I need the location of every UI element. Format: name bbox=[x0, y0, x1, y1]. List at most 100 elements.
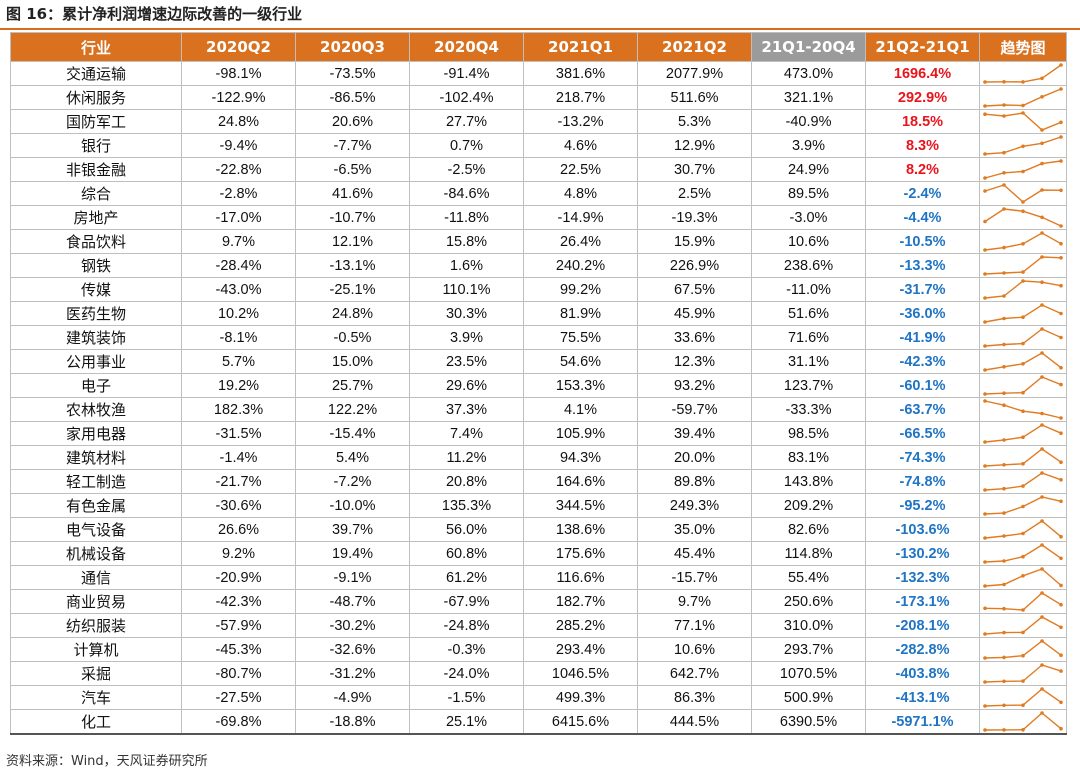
cell-2020q2: -2.8% bbox=[181, 181, 296, 206]
sparkline-point bbox=[1002, 103, 1006, 107]
table-row: 综合 -2.8% 41.6% -84.6% 4.8% 2.5% 89.5% -2.4% bbox=[10, 181, 1067, 206]
cell-21q1-20q4: 321.1% bbox=[751, 85, 866, 110]
cell-2020q3: -86.5% bbox=[295, 85, 410, 110]
cell-2020q2: -9.4% bbox=[181, 133, 296, 158]
cell-21q1-20q4: 293.7% bbox=[751, 637, 866, 662]
sparkline-point bbox=[983, 440, 987, 444]
industry-name: 轻工制造 bbox=[10, 469, 182, 494]
sparkline-point bbox=[1040, 567, 1044, 571]
sparkline-point bbox=[1021, 341, 1025, 346]
industry-name: 通信 bbox=[10, 565, 182, 590]
sparkline-point bbox=[1021, 608, 1025, 612]
cell-2021q1: 153.3% bbox=[523, 373, 638, 398]
cell-21q2-21q1: -74.3% bbox=[865, 445, 980, 470]
cell-21q2-21q1: -130.2% bbox=[865, 541, 980, 566]
cell-2021q2: 12.3% bbox=[637, 349, 752, 374]
cell-21q1-20q4: 24.9% bbox=[751, 157, 866, 182]
cell-21q1-20q4: 500.9% bbox=[751, 685, 866, 710]
cell-2021q2: 86.3% bbox=[637, 685, 752, 710]
sparkline-point bbox=[1040, 639, 1044, 643]
sparkline-point bbox=[983, 536, 987, 540]
cell-2020q2: -31.5% bbox=[181, 421, 296, 446]
industry-name: 公用事业 bbox=[10, 349, 182, 374]
cell-21q1-20q4: -33.3% bbox=[751, 397, 866, 422]
cell-21q2-21q1: -95.2% bbox=[865, 493, 980, 518]
sparkline-point bbox=[1040, 495, 1044, 499]
sparkline-point bbox=[1059, 159, 1063, 163]
sparkline-point bbox=[1059, 63, 1063, 67]
industry-name: 农林牧渔 bbox=[10, 397, 182, 422]
cell-21q1-20q4: -40.9% bbox=[751, 109, 866, 134]
header-21q1-20q4: 21Q1-20Q4 bbox=[751, 32, 866, 62]
cell-2021q1: 499.3% bbox=[523, 685, 638, 710]
sparkline-point bbox=[1002, 294, 1006, 298]
sparkline-point bbox=[1021, 270, 1025, 274]
sparkline-point bbox=[1002, 342, 1006, 347]
sparkline-point bbox=[983, 584, 987, 588]
cell-21q2-21q1: -5971.1% bbox=[865, 709, 980, 735]
sparkline-point bbox=[983, 399, 987, 403]
table-row: 公用事业 5.7% 15.0% 23.5% 54.6% 12.3% 31.1% -42.3% bbox=[10, 349, 1067, 374]
sparkline-point bbox=[1059, 726, 1063, 731]
cell-2021q1: 175.6% bbox=[523, 541, 638, 566]
sparkline-point bbox=[1040, 231, 1044, 235]
cell-2021q1: 138.6% bbox=[523, 517, 638, 542]
industry-name: 纺织服装 bbox=[10, 613, 182, 638]
title-divider bbox=[0, 28, 1080, 30]
trend-sparkline-cell bbox=[979, 589, 1067, 614]
cell-2020q4: 56.0% bbox=[409, 517, 524, 542]
cell-2021q1: 164.6% bbox=[523, 469, 638, 494]
sparkline-point bbox=[983, 80, 987, 84]
cell-2021q1: 4.6% bbox=[523, 133, 638, 158]
cell-21q2-21q1: 18.5% bbox=[865, 109, 980, 134]
sparkline-point bbox=[1059, 241, 1063, 246]
cell-2020q4: -24.8% bbox=[409, 613, 524, 638]
cell-2021q1: 4.8% bbox=[523, 181, 638, 206]
cell-2020q4: -67.9% bbox=[409, 589, 524, 614]
trend-sparkline-cell bbox=[979, 541, 1067, 566]
sparkline-point bbox=[983, 464, 987, 468]
sparkline-point bbox=[1002, 511, 1006, 515]
cell-21q1-20q4: 51.6% bbox=[751, 301, 866, 326]
sparkline-point bbox=[983, 104, 987, 108]
sparkline-point bbox=[1040, 327, 1044, 331]
cell-2020q2: -98.1% bbox=[181, 61, 296, 86]
trend-sparkline bbox=[983, 471, 1063, 492]
cell-21q2-21q1: -132.3% bbox=[865, 565, 980, 590]
cell-2021q1: 240.2% bbox=[523, 253, 638, 278]
cell-21q2-21q1: -13.3% bbox=[865, 253, 980, 278]
cell-2021q2: 20.0% bbox=[637, 445, 752, 470]
table-row: 商业贸易 -42.3% -48.7% -67.9% 182.7% 9.7% 250.6% -1… bbox=[10, 589, 1067, 614]
sparkline-point bbox=[1021, 279, 1025, 283]
trend-sparkline-cell bbox=[979, 133, 1067, 158]
sparkline-point bbox=[1021, 200, 1025, 204]
cell-2020q3: -0.5% bbox=[295, 325, 410, 350]
trend-sparkline-cell bbox=[979, 613, 1067, 638]
trend-sparkline-cell bbox=[979, 349, 1067, 374]
cell-2021q2: 39.4% bbox=[637, 421, 752, 446]
trend-sparkline-cell bbox=[979, 445, 1067, 470]
cell-2021q1: 344.5% bbox=[523, 493, 638, 518]
trend-sparkline bbox=[983, 183, 1063, 204]
cell-2021q2: 30.7% bbox=[637, 157, 752, 182]
sparkline-point bbox=[1021, 679, 1025, 683]
sparkline-point bbox=[1059, 556, 1063, 561]
sparkline-line bbox=[984, 64, 1062, 83]
cell-2021q1: 22.5% bbox=[523, 157, 638, 182]
cell-2020q3: 39.7% bbox=[295, 517, 410, 542]
trend-sparkline bbox=[983, 279, 1063, 300]
sparkline-point bbox=[983, 704, 987, 708]
cell-2020q4: -1.5% bbox=[409, 685, 524, 710]
industry-name: 休闲服务 bbox=[10, 85, 182, 110]
sparkline-point bbox=[1002, 316, 1006, 321]
sparkline-point bbox=[1002, 391, 1006, 395]
sparkline-line bbox=[984, 88, 1062, 107]
cell-2020q4: 1.6% bbox=[409, 253, 524, 278]
cell-21q1-20q4: 209.2% bbox=[751, 493, 866, 518]
sparkline-point bbox=[983, 296, 987, 300]
sparkline-point bbox=[983, 189, 987, 193]
industry-name: 电气设备 bbox=[10, 517, 182, 542]
table-row: 计算机 -45.3% -32.6% -0.3% 293.4% 10.6% 293.7% -28… bbox=[10, 637, 1067, 662]
cell-2020q2: -122.9% bbox=[181, 85, 296, 110]
sparkline-point bbox=[1040, 188, 1044, 192]
